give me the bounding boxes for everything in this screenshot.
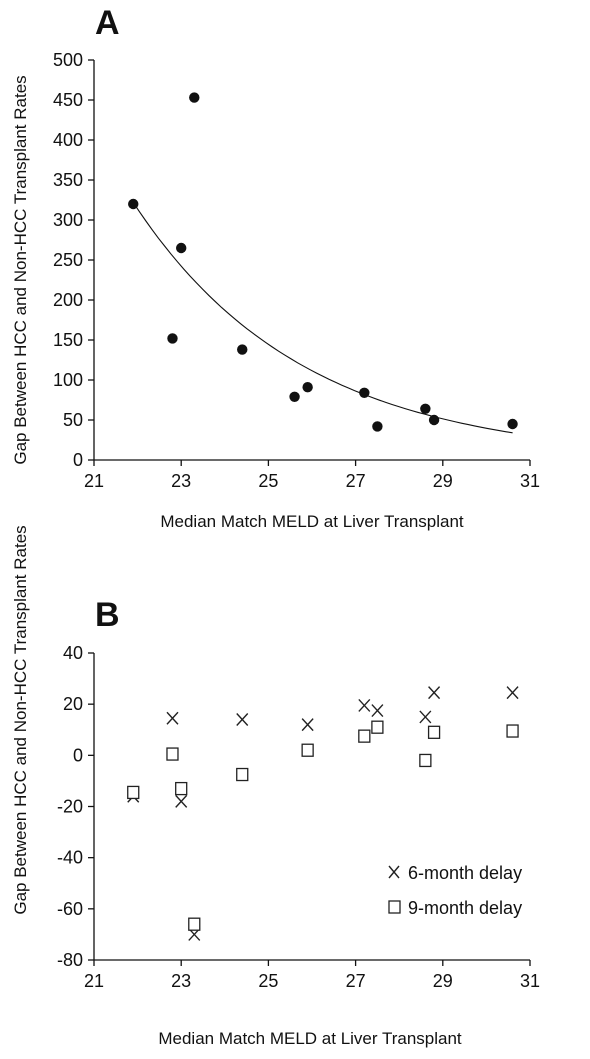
legend-square-marker [388,900,401,914]
panel-a-data-point [237,344,248,355]
legend-9-month-label: 9-month delay [408,898,522,918]
panel-b-legend: 6-month delay 9-month delay [388,863,522,918]
x-marker-stroke [419,710,432,724]
panel-a-data-point [428,414,440,426]
x-marker-stroke [175,794,188,808]
panel-b-9-month-point [301,743,314,757]
panel-a-data-point [420,403,431,414]
legend-x-marker-stroke [388,865,400,879]
panel-a-data-point [176,242,187,254]
panel-a-letter: A [95,4,120,42]
panel-a-x-tick-label: 29 [433,471,453,491]
panel-b-letter: B [95,596,120,634]
panel-b-9-month-point [371,720,384,734]
panel-b-6-month-point [358,698,371,712]
panel-b-6-month-point [166,711,179,725]
panel-a-x-axis-label: Median Match MELD at Liver Transplant [160,512,464,531]
panel-a-y-tick-label: 0 [73,450,83,470]
panel-b-6-month-point [371,704,384,718]
panel-b-9-month-point [236,767,249,782]
panel-b-9-month-point [166,747,179,761]
panel-b-9-month-point [175,781,188,796]
panel-a-x-tick-label: 21 [84,471,104,491]
panel-a-x-tick-label: 25 [258,471,278,491]
panel-b-9-month-point [127,785,140,800]
panel-a-data-point [372,421,383,432]
panel-a-y-tick-label: 50 [63,410,83,430]
panel-a-data-point [289,391,300,402]
panel-b-x-tick-label: 29 [433,971,453,991]
panel-a-x-tick-label: 31 [520,471,540,491]
panel-a-y-axis-label: Gap Between HCC and Non-HCC Transplant R… [11,75,30,464]
panel-a-data-point [167,333,178,344]
panel-b-y-tick-label: -80 [57,950,83,970]
panel-b-9-month-point [188,917,201,931]
panel-a-x-tick-label: 27 [346,471,366,491]
panel-b-chart: B Gap Between HCC and Non-HCC Transplant… [11,525,540,1048]
x-marker-stroke [428,686,441,700]
panel-b-6-month-point [428,686,441,700]
panel-b-9-month-point [419,753,432,768]
panel-b-x-tick-label: 31 [520,971,540,991]
panel-b-9-month-point [427,725,441,739]
panel-b-y-axis-label: Gap Between HCC and Non-HCC Transplant R… [11,525,30,914]
panel-b-y-tick-label: -60 [57,899,83,919]
panel-a-data-point [359,387,370,398]
panel-a-y-tick-label: 400 [53,130,83,150]
x-marker-stroke [301,718,314,732]
panel-a-y-tick-label: 350 [53,170,83,190]
panel-a-data-point [507,418,518,430]
x-marker-stroke [166,711,179,725]
panel-b-y-tick-label: -40 [57,848,83,868]
panel-b-y-tick-label: -20 [57,797,83,817]
panel-b-x-tick-label: 27 [346,971,366,991]
panel-b-y-tick-label: 40 [63,643,83,663]
panel-b-y-tick-label: 0 [73,745,83,765]
panel-a-y-tick-label: 150 [53,330,83,350]
panel-b-x-tick-label: 21 [84,971,104,991]
panel-b-6-month-point [506,686,519,700]
x-marker-stroke [506,686,519,700]
panel-a-y-tick-label: 500 [53,50,83,70]
panel-a-y-tick-label: 100 [53,370,83,390]
panel-b-x-tick-label: 25 [258,971,278,991]
x-marker-stroke [236,713,249,726]
panel-a-y-tick-label: 250 [53,250,83,270]
panel-b-9-month-point [506,724,519,738]
panel-b-6-month-point [419,710,432,724]
panel-a-x-tick-label: 23 [171,471,191,491]
panel-a-y-tick-label: 200 [53,290,83,310]
panel-a-data-point [302,382,313,393]
panel-a-trendline [132,202,513,434]
panel-a-y-tick-label: 300 [53,210,83,230]
legend-6-month-label: 6-month delay [408,863,522,883]
x-marker-stroke [371,704,384,718]
panel-a-data-point [128,198,139,210]
panel-b-y-tick-label: 20 [63,694,83,714]
panel-a-chart: A Gap Between HCC and Non-HCC Transplant… [11,4,540,531]
x-marker-stroke [358,698,371,712]
panel-a-y-tick-label: 450 [53,90,83,110]
panel-b-x-tick-label: 23 [171,971,191,991]
panel-b-x-axis-label: Median Match MELD at Liver Transplant [158,1029,462,1048]
panel-b-6-month-point [236,713,249,726]
panel-b-6-month-point [175,794,188,808]
panel-b-9-month-point [358,729,371,743]
panel-b-6-month-point [301,718,314,732]
panel-a-data-point [189,92,200,103]
